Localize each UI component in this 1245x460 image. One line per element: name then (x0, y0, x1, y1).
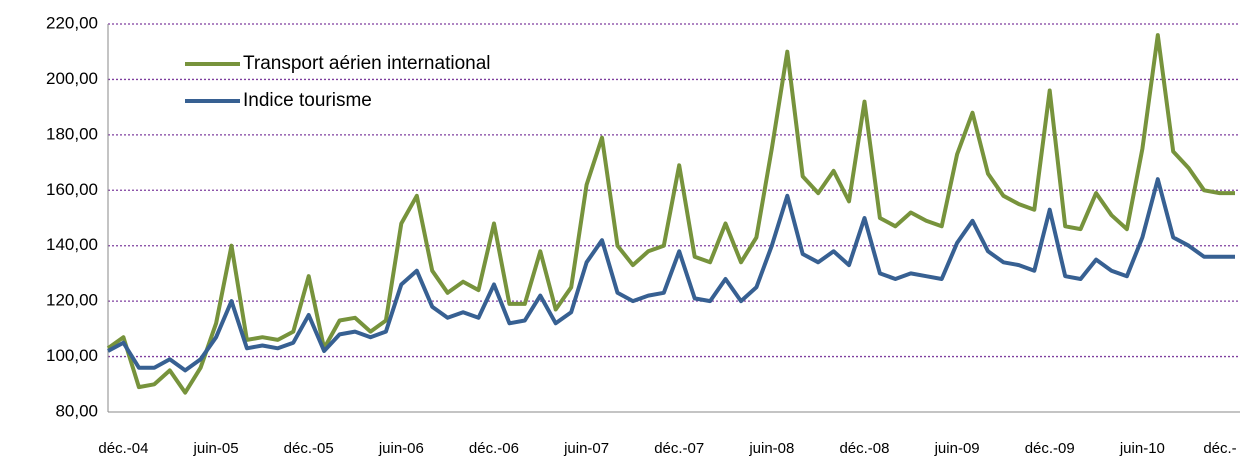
y-tick-label: 180,00 (46, 124, 98, 143)
legend-label: Transport aérien international (243, 53, 491, 74)
series-line (106, 33, 1235, 395)
x-tick-label: juin-05 (193, 440, 239, 457)
x-tick-label: déc.-08 (839, 440, 889, 457)
y-tick-label: 200,00 (46, 69, 98, 88)
x-tick-label: déc.-05 (284, 440, 334, 457)
y-tick-label: 220,00 (46, 13, 98, 32)
x-tick-label: juin-07 (563, 440, 609, 457)
legend-label: Indice tourisme (243, 90, 372, 111)
x-tick-label: juin-06 (378, 440, 424, 457)
y-tick-label: 120,00 (46, 291, 98, 310)
series-line (107, 177, 1235, 373)
y-tick-label: 80,00 (55, 401, 98, 420)
y-tick-label: 140,00 (46, 235, 98, 254)
x-tick-label: déc.-09 (1025, 440, 1075, 457)
y-tick-label: 160,00 (46, 180, 98, 199)
y-tick-label: 100,00 (46, 346, 98, 365)
x-tick-label: juin-10 (1119, 440, 1165, 457)
x-tick-label: déc.- (1203, 440, 1236, 457)
x-tick-label: juin-09 (934, 440, 980, 457)
x-tick-label: déc.-04 (98, 440, 148, 457)
x-tick-label: déc.-07 (654, 440, 704, 457)
x-tick-label: déc.-06 (469, 440, 519, 457)
x-tick-label: juin-08 (748, 440, 794, 457)
